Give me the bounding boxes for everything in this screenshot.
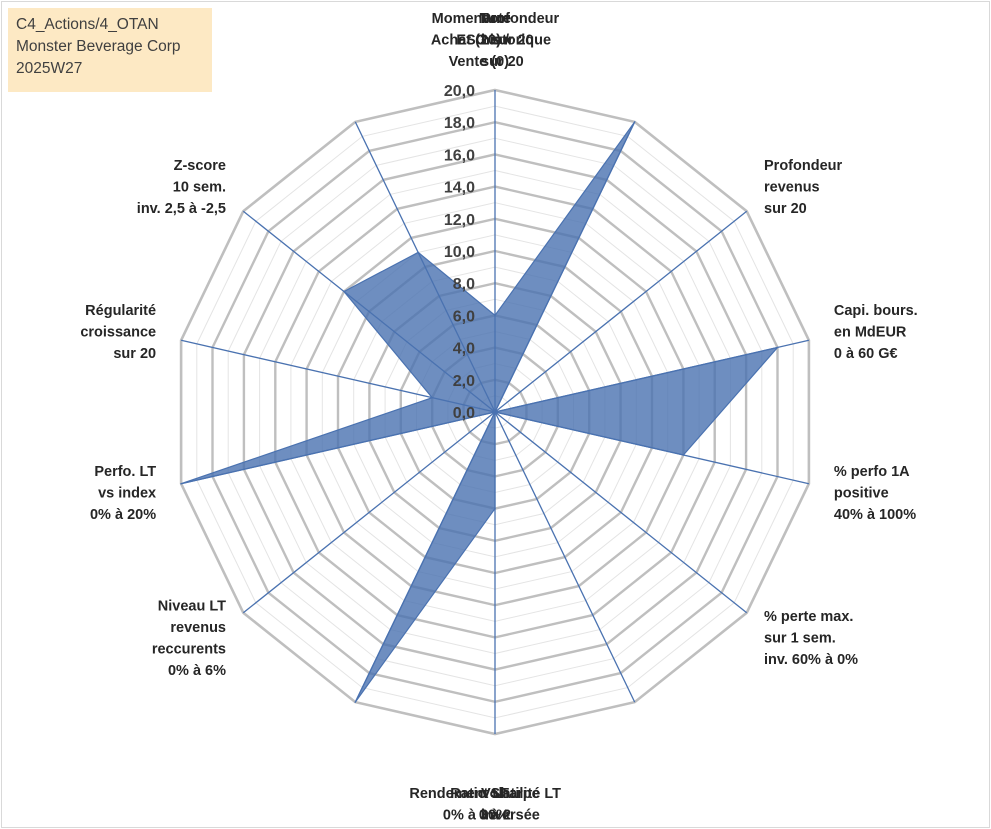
info-line-week: 2025W27	[16, 60, 83, 77]
radar-spoke	[180, 339, 496, 413]
radar-tick-label: 2,0	[453, 373, 475, 390]
radar-tick-label: 14,0	[444, 180, 475, 197]
radar-spoke	[494, 411, 636, 703]
radar-axis-label: Z-score 10 sem. inv. 2,5 à -2,5	[137, 158, 226, 217]
radar-spoke	[354, 411, 496, 703]
radar-axis-label: Profondeur revenus sur 20	[764, 158, 842, 217]
radar-tick-label: 16,0	[444, 147, 475, 164]
radar-spokes	[180, 90, 810, 734]
radar-axis-label: Volatilité LTinversée60% à 0%	[481, 786, 561, 829]
radar-spoke	[354, 121, 496, 413]
radar-axis-label: Momentum Achat (20) / Vente (0)	[431, 11, 509, 70]
radar-axis-label: Rendement LT 0% à 30%	[409, 786, 509, 824]
info-line-company: Monster Beverage Corp	[16, 38, 181, 55]
radar-tick-label: 12,0	[444, 212, 475, 229]
radar-spoke	[242, 411, 496, 614]
radar-axis-label: % perfo 1A positive 40% à 100%	[834, 464, 916, 523]
radar-series-layer	[180, 121, 780, 703]
radar-axis-label: Capi. bours. en MdEUR 0 à 60 G€	[834, 303, 918, 362]
radar-axis-label: Niveau LT revenus reccurents 0% à 6%	[152, 599, 226, 680]
radar-axis-label: % perte max. sur 1 sem. inv. 60% à 0%	[764, 609, 858, 668]
info-box: C4_Actions/4_OTAN Monster Beverage Corp …	[8, 8, 212, 92]
info-line-portfolio: C4_Actions/4_OTAN	[16, 16, 159, 33]
radar-axis-label: Régularité croissance sur 20	[80, 303, 156, 362]
radar-spoke	[494, 411, 748, 614]
radar-spoke	[494, 411, 810, 485]
radar-spoke	[494, 210, 748, 413]
radar-axis-label: Perfo. LT vs index 0% à 20%	[90, 464, 156, 523]
radar-tick-label: 4,0	[453, 341, 475, 358]
radar-tick-label: 0,0	[453, 405, 475, 422]
radar-tick-label: 6,0	[453, 308, 475, 325]
radar-axis-label: Note ESG sur 20	[456, 11, 533, 49]
radar-spoke	[494, 121, 636, 413]
radar-tick-label: 10,0	[444, 244, 475, 261]
radar-spoke	[494, 339, 810, 413]
radar-tick-label: 18,0	[444, 115, 475, 132]
radar-axis-label: Ratio Sharpe 0 à 2	[450, 786, 539, 824]
radar-spoke	[242, 210, 496, 413]
radar-spoke	[180, 411, 496, 485]
radar-tick-label: 8,0	[453, 276, 475, 293]
radar-tick-label: 20,0	[444, 83, 475, 100]
radar-tick-labels: 0,0 2,0 4,0 6,0 8,0 10,0 12,0 14,0 16,0 18,0 20,0	[444, 83, 475, 422]
radar-axis-label: Profondeur historique sur 20	[481, 11, 559, 70]
